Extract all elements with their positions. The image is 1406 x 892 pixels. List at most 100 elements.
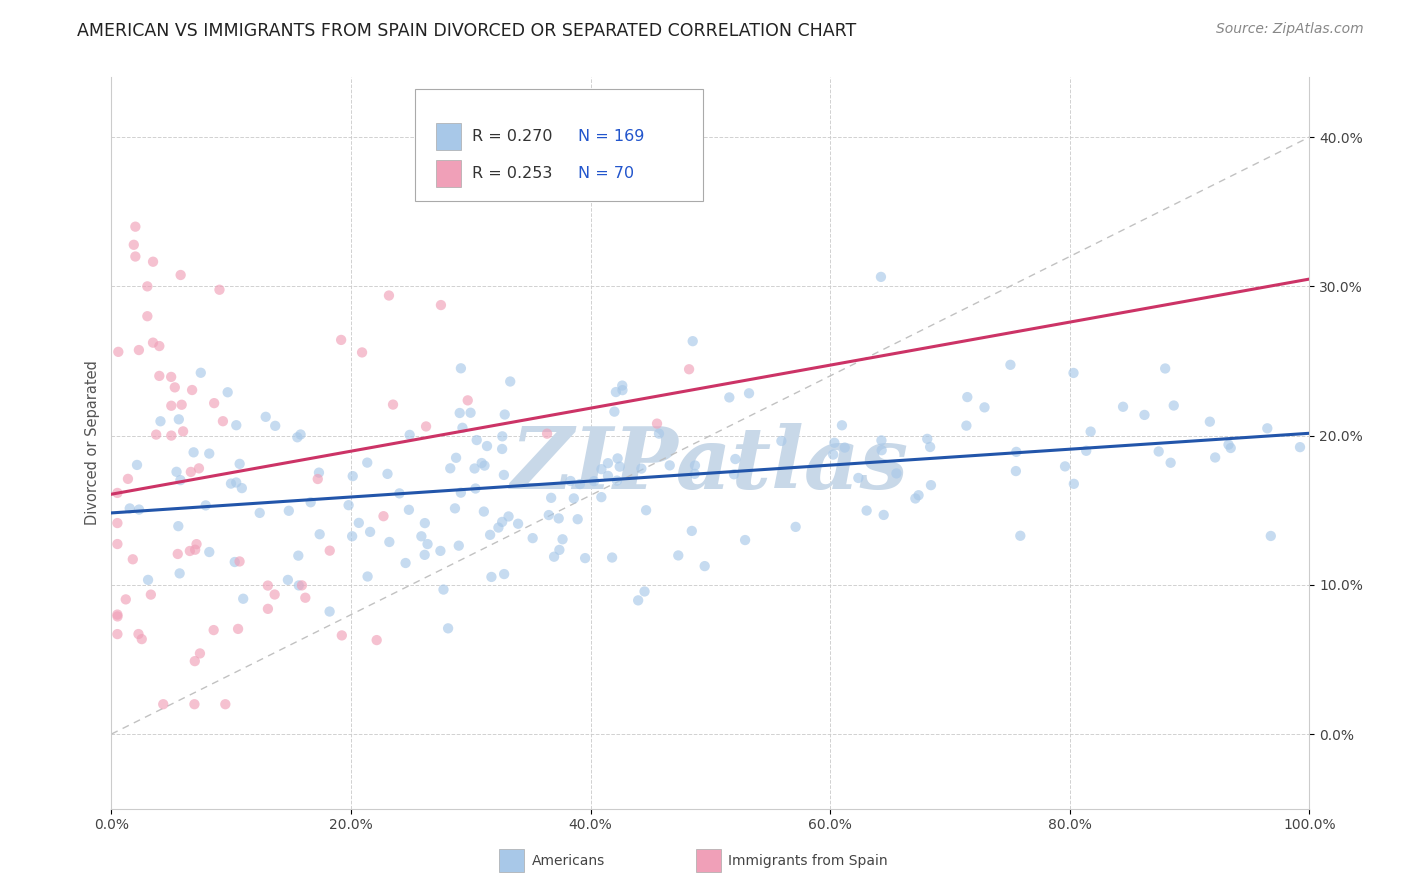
Point [308, 466, 330, 480]
Point [231, 481, 253, 495]
Point [734, 533, 756, 547]
Point [451, 421, 474, 435]
Point [184, 542, 207, 557]
Point [186, 537, 208, 551]
Point [785, 520, 807, 534]
Point [226, 622, 249, 636]
Point [294, 591, 316, 605]
Point [318, 605, 340, 619]
Point [105, 607, 128, 622]
Point [444, 501, 467, 516]
Point [118, 501, 141, 516]
Point [472, 505, 495, 519]
Point [612, 383, 634, 397]
Point [723, 467, 745, 482]
Text: N = 169: N = 169 [578, 129, 644, 145]
Point [413, 516, 436, 530]
Point [591, 462, 613, 476]
Point [522, 531, 544, 545]
Point [1289, 440, 1312, 454]
Point [264, 418, 287, 433]
Point [224, 555, 246, 569]
Point [1219, 441, 1241, 455]
Point [413, 548, 436, 562]
Point [139, 588, 162, 602]
Point [920, 440, 942, 454]
Text: N = 70: N = 70 [578, 166, 634, 181]
Point [823, 448, 845, 462]
Point [105, 516, 128, 530]
Point [606, 451, 628, 466]
Point [169, 473, 191, 487]
Point [359, 524, 381, 539]
Point [855, 503, 877, 517]
Point [886, 467, 908, 481]
Point [718, 391, 741, 405]
Point [681, 524, 703, 538]
Point [491, 515, 513, 529]
Point [547, 511, 569, 525]
Point [683, 467, 706, 481]
Point [450, 485, 472, 500]
Point [208, 283, 231, 297]
Point [290, 427, 312, 442]
Point [148, 339, 170, 353]
Point [450, 361, 472, 376]
Point [904, 491, 927, 506]
Point [337, 498, 360, 512]
Point [1053, 459, 1076, 474]
Point [166, 547, 188, 561]
Point [131, 632, 153, 646]
Point [543, 549, 565, 564]
Point [152, 697, 174, 711]
Point [491, 442, 513, 456]
Point [136, 309, 159, 323]
Point [214, 697, 236, 711]
Point [183, 697, 205, 711]
Text: Immigrants from Spain: Immigrants from Spain [728, 854, 889, 868]
Point [494, 408, 516, 422]
Point [682, 334, 704, 348]
Point [499, 375, 522, 389]
Point [308, 527, 330, 541]
Point [537, 508, 560, 522]
Point [633, 584, 655, 599]
Y-axis label: Divorced or Separated: Divorced or Separated [86, 360, 100, 525]
Point [415, 419, 437, 434]
Text: R = 0.253: R = 0.253 [472, 166, 553, 181]
Text: Source: ZipAtlas.com: Source: ZipAtlas.com [1216, 22, 1364, 37]
Point [492, 467, 515, 482]
Point [439, 461, 461, 475]
Point [1260, 529, 1282, 543]
Point [219, 476, 242, 491]
Point [548, 542, 571, 557]
Point [287, 549, 309, 563]
Point [430, 298, 453, 312]
Point [1154, 361, 1177, 376]
Point [319, 543, 342, 558]
Point [627, 593, 650, 607]
Point [225, 418, 247, 433]
Point [373, 509, 395, 524]
Point [591, 490, 613, 504]
Point [596, 468, 619, 483]
Point [447, 539, 470, 553]
Point [166, 465, 188, 479]
Point [330, 628, 353, 642]
Point [202, 623, 225, 637]
Point [567, 512, 589, 526]
Point [388, 486, 411, 500]
Point [179, 544, 201, 558]
Point [475, 439, 498, 453]
Point [202, 396, 225, 410]
Point [1198, 415, 1220, 429]
Point [1010, 529, 1032, 543]
Point [1147, 444, 1170, 458]
Point [449, 406, 471, 420]
Point [194, 499, 217, 513]
Point [1063, 476, 1085, 491]
Point [378, 288, 401, 302]
Point [105, 627, 128, 641]
Point [330, 333, 353, 347]
Point [356, 456, 378, 470]
